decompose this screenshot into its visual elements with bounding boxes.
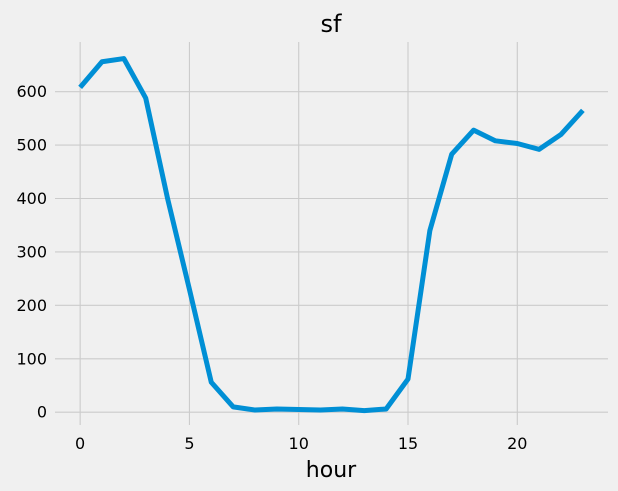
y-tick-label: 400 [16, 189, 47, 208]
series-line [78, 56, 585, 414]
x-tick-label: 20 [507, 434, 527, 453]
y-tick-label: 200 [16, 296, 47, 315]
y-tick-labels: 0 100 200 300 400 500 600 [16, 82, 47, 422]
x-tick-labels: 0 5 10 15 20 [75, 434, 527, 453]
chart-title: sf [321, 10, 343, 38]
y-tick-label: 0 [37, 403, 47, 422]
y-tick-label: 100 [16, 349, 47, 368]
x-axis-title: hour [306, 458, 357, 483]
series-group [78, 56, 585, 414]
y-tick-label: 500 [16, 136, 47, 155]
x-gridlines [79, 42, 518, 425]
y-tick-label: 600 [16, 82, 47, 101]
x-tick-label: 5 [184, 434, 194, 453]
x-tick-label: 10 [289, 434, 309, 453]
x-tick-label: 15 [398, 434, 418, 453]
y-tick-label: 300 [16, 242, 47, 261]
x-tick-label: 0 [75, 434, 85, 453]
